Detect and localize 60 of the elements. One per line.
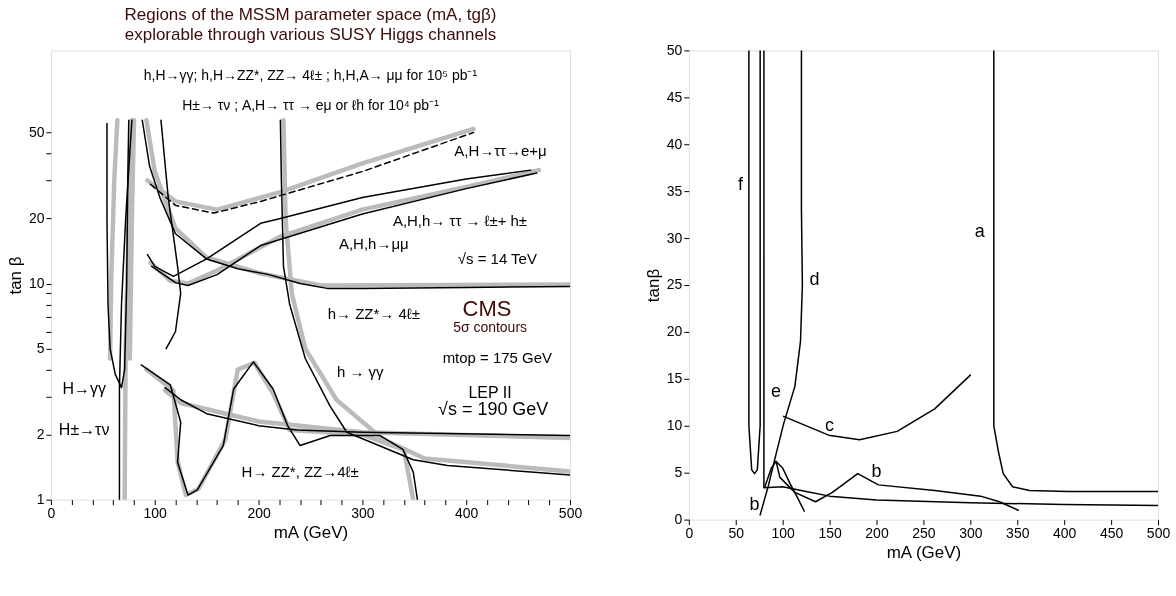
annotation: H±→ τν ; A,H→ ττ → eμ or ℓh for 10⁴ pb⁻¹: [182, 97, 440, 114]
annotation: a: [974, 221, 985, 242]
x-tick-label: 300: [959, 525, 983, 542]
x-tick-label: 200: [865, 525, 889, 542]
chart-title: Regions of the MSSM parameter space (mA, tgβ): [124, 5, 497, 25]
annotation: H→γγ: [62, 380, 106, 398]
y-tick-label: 45: [666, 88, 683, 105]
y-tick-label: 50: [28, 124, 45, 141]
annotation: h,H→γγ; h,H→ZZ*, ZZ→ 4ℓ± ; h,H,A→ μμ for 10⁵ pb⁻¹: [143, 67, 478, 84]
annotation: h → γγ: [337, 362, 385, 380]
annotation: b: [749, 493, 760, 514]
y-tick-label: 25: [666, 276, 683, 293]
annotation: A,H,h→μμ: [338, 234, 409, 252]
y-axis-title: tanβ: [643, 268, 663, 303]
y-tick-label: 20: [666, 323, 683, 340]
annotation: d: [809, 269, 820, 290]
x-tick-label: 0: [685, 525, 694, 542]
chart-subtitle: explorable through various SUSY Higgs channels: [124, 25, 497, 45]
x-tick-label: 500: [558, 505, 583, 522]
x-tick-label: 100: [143, 505, 168, 522]
annotation: b: [871, 460, 882, 481]
x-tick-label: 250: [912, 525, 936, 542]
annotation: c: [825, 414, 835, 435]
x-tick-label: 200: [247, 505, 271, 522]
y-tick-label: 35: [666, 182, 683, 199]
annotation: A,H,h→ ττ → ℓ±+ h±: [392, 211, 528, 229]
annotation: √s = 14 TeV: [457, 249, 537, 267]
annotation: h→ ZZ*→ 4ℓ±: [327, 305, 420, 323]
y-axis-title: tan β: [5, 256, 25, 295]
y-tick-label: 10: [666, 417, 683, 434]
y-tick-label: 30: [666, 229, 683, 246]
x-tick-label: 50: [728, 525, 745, 542]
annotation: A,H→ττ→e+μ: [454, 142, 547, 160]
x-axis-title: mA (GeV): [273, 523, 349, 543]
annotation: mtop = 175 GeV: [442, 349, 553, 367]
annotation: CMS: [462, 296, 512, 322]
y-tick-label: 5: [674, 464, 683, 481]
annotation: e: [771, 380, 782, 401]
y-tick-label: 40: [666, 135, 683, 152]
y-tick-label: 1: [36, 491, 45, 508]
x-tick-label: 100: [771, 525, 796, 542]
y-tick-label: 15: [666, 370, 683, 387]
y-tick-label: 50: [666, 41, 683, 58]
x-tick-label: 0: [47, 505, 56, 522]
x-tick-label: 450: [1099, 525, 1124, 542]
y-tick-label: 2: [36, 426, 45, 443]
x-tick-label: 400: [455, 505, 479, 522]
annotation: 5σ contours: [453, 319, 528, 336]
x-tick-label: 400: [1053, 525, 1077, 542]
annotation: H→ ZZ*, ZZ→4ℓ±: [241, 463, 359, 481]
y-tick-label: 10: [28, 275, 45, 292]
annotation: H±→τν: [58, 421, 110, 438]
x-axis-title: mA (GeV): [886, 543, 962, 563]
annotation: f: [737, 173, 744, 194]
x-tick-label: 150: [818, 525, 842, 542]
x-tick-label: 300: [351, 505, 375, 522]
x-tick-label: 500: [1146, 525, 1171, 542]
x-tick-label: 350: [1006, 525, 1030, 542]
y-tick-label: 5: [36, 340, 45, 357]
y-tick-label: 20: [28, 210, 45, 227]
